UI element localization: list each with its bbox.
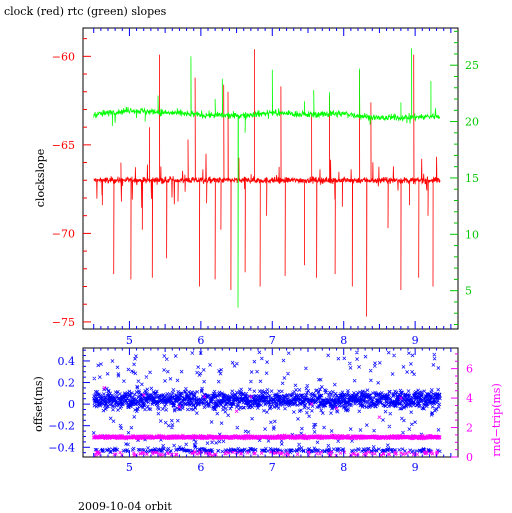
top-panel: 5 6 7 8 9 −60 −65 −70 −75 5 10 15 20 25 clockslope xyxy=(34,27,479,347)
orbit-date-label: 2009-10-04 orbit xyxy=(78,500,172,513)
top-y2-tick-label: 20 xyxy=(465,116,479,129)
page-title: clock (red) rtc (green) slopes xyxy=(4,5,167,18)
top-x-tick-label: 6 xyxy=(197,334,204,347)
rtc-slope-series xyxy=(93,48,441,308)
round-trip-markers xyxy=(91,385,442,458)
top-plot-frame xyxy=(82,27,459,330)
bottom-y-tick-label: 0 xyxy=(68,398,75,411)
top-y-tick-label: −60 xyxy=(52,50,75,63)
bottom-y-tick-label: −0.4 xyxy=(48,441,75,454)
top-x-tick-label: 7 xyxy=(269,334,276,347)
bottom-x-tick-label: 5 xyxy=(126,461,133,474)
top-y2-tick-label: 5 xyxy=(465,285,472,298)
bottom-y-axis-title: offset(ms) xyxy=(32,376,45,432)
top-y-tick-label: −75 xyxy=(52,316,75,329)
top-y2-tick-label: 15 xyxy=(465,172,479,185)
bottom-y-tick-label: 0.4 xyxy=(58,355,76,368)
bottom-x-tick-label: 6 xyxy=(197,461,204,474)
top-x-tick-label: 8 xyxy=(340,334,347,347)
offset-series xyxy=(91,350,442,455)
bottom-x-tick-label: 9 xyxy=(412,461,419,474)
top-y-tick-label: −70 xyxy=(52,227,75,240)
bottom-y-tick-label: −0.2 xyxy=(48,420,75,433)
bottom-x-tick-label: 7 xyxy=(269,461,276,474)
offset-markers xyxy=(91,350,442,455)
bottom-y2-tick-label: 6 xyxy=(466,363,473,376)
bottom-axis-ticks: 5 6 7 8 9 0.4 0.2 0 −0.2 −0.4 0 2 4 6 xyxy=(48,348,473,474)
top-y-tick-label: −65 xyxy=(52,139,75,152)
top-y-axis-title: clockslope xyxy=(34,149,47,207)
top-axis-ticks: 5 6 7 8 9 −60 −65 −70 −75 5 10 15 20 25 xyxy=(52,28,479,347)
clock-slope-line xyxy=(93,49,441,317)
bottom-panel: 5 6 7 8 9 0.4 0.2 0 −0.2 −0.4 0 2 4 6 offset(ms) rnd−… xyxy=(32,347,503,474)
top-y2-tick-label: 10 xyxy=(465,228,479,241)
rtc-slope-line xyxy=(93,48,441,308)
top-y2-tick-label: 25 xyxy=(465,59,479,72)
bottom-y2-axis-title: rnd−trip(ms) xyxy=(490,383,503,457)
bottom-y2-tick-label: 4 xyxy=(466,392,473,405)
bottom-y2-tick-label: 2 xyxy=(466,422,473,435)
bottom-x-tick-label: 8 xyxy=(340,461,347,474)
top-x-tick-label: 5 xyxy=(126,334,133,347)
bottom-y-tick-label: 0.2 xyxy=(58,377,76,390)
clock-slope-series xyxy=(93,49,441,317)
bottom-y2-tick-label: 0 xyxy=(466,451,473,464)
top-x-tick-label: 9 xyxy=(412,334,419,347)
round-trip-series xyxy=(91,385,442,458)
bottom-plot-frame xyxy=(82,347,459,458)
